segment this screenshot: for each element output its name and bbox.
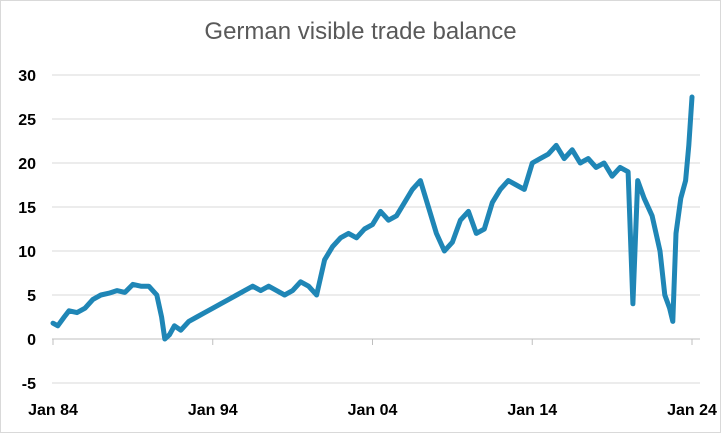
x-tick-label: Jan 84 <box>28 402 78 419</box>
x-tick-label: Jan 14 <box>507 402 557 419</box>
gridlines <box>52 74 700 384</box>
x-tick-label: Jan 94 <box>188 402 238 419</box>
x-axis-ticks: Jan 84 Jan 94 Jan 04 Jan 14 Jan 24 <box>28 402 717 419</box>
y-tick-label: 15 <box>18 200 36 217</box>
y-axis-ticks: 30 25 20 15 10 5 0 -5 <box>18 68 36 393</box>
x-tick-label: Jan 24 <box>667 402 717 419</box>
y-tick-label: 0 <box>27 332 36 349</box>
y-tick-label: -5 <box>22 376 36 393</box>
chart-title: German visible trade balance <box>204 18 517 45</box>
y-tick-label: 5 <box>27 288 36 305</box>
y-tick-label: 30 <box>18 68 36 85</box>
y-tick-label: 10 <box>18 244 36 261</box>
y-tick-label: 20 <box>18 156 36 173</box>
x-axis <box>52 339 693 345</box>
series-line <box>50 94 695 342</box>
y-tick-label: 25 <box>18 112 36 129</box>
x-tick-label: Jan 04 <box>348 402 398 419</box>
